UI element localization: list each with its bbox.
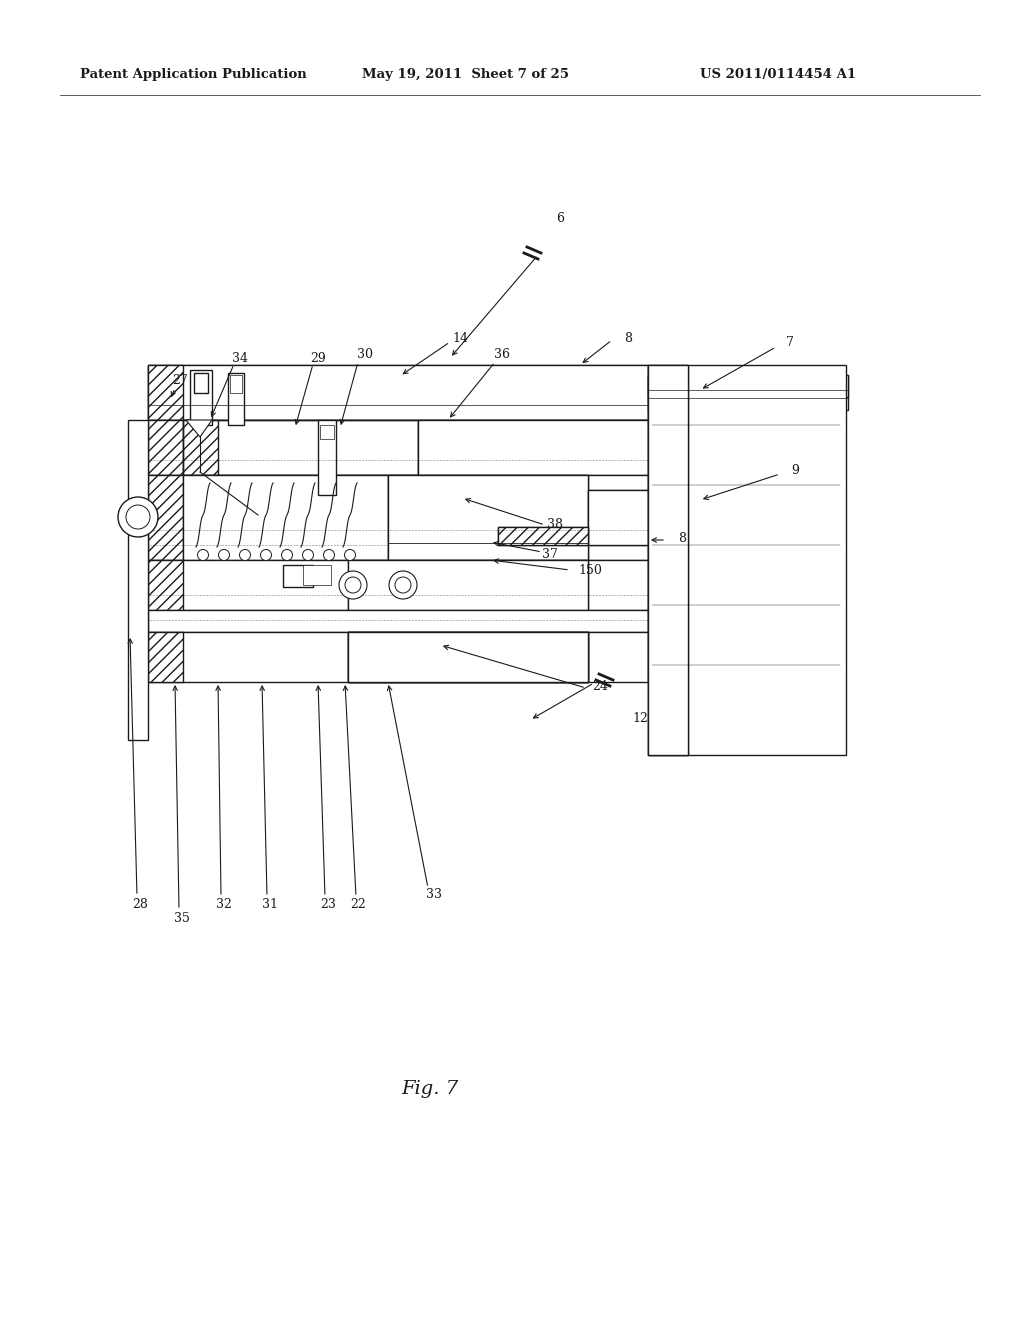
Bar <box>190 370 212 425</box>
Bar <box>183 420 218 475</box>
Bar <box>148 420 648 475</box>
Circle shape <box>345 577 361 593</box>
Circle shape <box>240 549 251 561</box>
Circle shape <box>218 549 229 561</box>
Bar <box>148 366 183 420</box>
Bar <box>348 632 588 682</box>
Bar <box>348 560 588 610</box>
Circle shape <box>395 577 411 593</box>
Bar <box>183 422 383 473</box>
Text: 28: 28 <box>132 899 147 912</box>
Bar <box>148 560 648 610</box>
Bar <box>348 632 588 682</box>
Text: 6: 6 <box>556 211 564 224</box>
Text: 34: 34 <box>232 351 248 364</box>
Text: 22: 22 <box>350 899 366 912</box>
Text: 32: 32 <box>216 899 232 912</box>
Text: US 2011/0114454 A1: US 2011/0114454 A1 <box>700 69 856 81</box>
Text: 7: 7 <box>786 335 794 348</box>
Circle shape <box>302 549 313 561</box>
Text: 8: 8 <box>678 532 686 544</box>
Bar <box>318 420 336 495</box>
Bar <box>418 420 648 475</box>
Bar <box>648 375 848 397</box>
Bar <box>648 366 846 755</box>
Text: 33: 33 <box>426 888 442 902</box>
Bar <box>230 375 242 393</box>
Bar <box>148 632 648 682</box>
Circle shape <box>344 549 355 561</box>
Text: 29: 29 <box>310 351 326 364</box>
Bar <box>128 420 148 741</box>
Bar <box>283 565 313 587</box>
Text: Patent Application Publication: Patent Application Publication <box>80 69 307 81</box>
Bar <box>319 425 334 440</box>
Bar <box>348 560 588 610</box>
Circle shape <box>282 549 293 561</box>
Bar <box>148 366 648 420</box>
Text: 30: 30 <box>357 348 373 362</box>
Bar <box>348 632 588 682</box>
Bar <box>388 475 588 560</box>
Bar <box>648 366 688 755</box>
Circle shape <box>324 549 335 561</box>
Bar <box>183 420 418 475</box>
Text: 27: 27 <box>172 374 187 387</box>
Bar <box>194 374 208 393</box>
Circle shape <box>389 572 417 599</box>
Bar <box>498 527 588 545</box>
Text: 8: 8 <box>624 331 632 345</box>
Bar <box>148 366 648 420</box>
Bar <box>148 420 648 475</box>
Text: Fig. 7: Fig. 7 <box>401 1080 459 1098</box>
Text: 12: 12 <box>632 711 648 725</box>
Bar <box>648 366 688 755</box>
Bar <box>228 374 244 425</box>
Bar <box>588 490 648 545</box>
Text: 23: 23 <box>321 899 336 912</box>
Text: 31: 31 <box>262 899 278 912</box>
Bar <box>648 375 848 411</box>
Text: 150: 150 <box>579 564 602 577</box>
Bar <box>303 565 331 585</box>
Circle shape <box>126 506 150 529</box>
Bar <box>148 560 183 610</box>
Circle shape <box>118 498 158 537</box>
Circle shape <box>260 549 271 561</box>
Polygon shape <box>186 420 212 437</box>
Bar <box>348 632 588 682</box>
Circle shape <box>339 572 367 599</box>
Text: 24: 24 <box>592 680 608 693</box>
Bar <box>148 475 648 560</box>
Text: 38: 38 <box>547 517 563 531</box>
Bar <box>388 475 588 560</box>
Bar <box>498 527 588 545</box>
Text: May 19, 2011  Sheet 7 of 25: May 19, 2011 Sheet 7 of 25 <box>362 69 569 81</box>
Text: 35: 35 <box>174 912 189 924</box>
Bar <box>148 610 648 632</box>
Bar <box>148 475 183 560</box>
Bar <box>183 475 388 560</box>
Circle shape <box>198 549 209 561</box>
Bar <box>148 632 183 682</box>
Text: 14: 14 <box>452 331 468 345</box>
Text: 37: 37 <box>542 548 558 561</box>
Bar <box>588 490 648 545</box>
Text: 9: 9 <box>792 463 799 477</box>
Bar <box>148 420 183 475</box>
Bar <box>418 420 648 475</box>
Text: 36: 36 <box>494 348 510 362</box>
